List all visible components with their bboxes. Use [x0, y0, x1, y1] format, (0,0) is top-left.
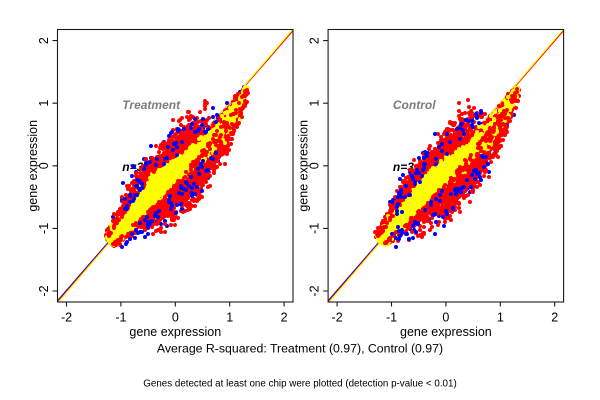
svg-text:2: 2: [37, 37, 51, 44]
svg-text:-2: -2: [308, 285, 322, 296]
svg-text:Treatment: Treatment: [122, 98, 181, 112]
svg-text:-1: -1: [308, 223, 322, 234]
svg-text:Control: Control: [393, 98, 436, 112]
svg-text:-1: -1: [386, 311, 397, 325]
svg-text:0: 0: [442, 311, 449, 325]
svg-text:1: 1: [37, 100, 51, 107]
svg-text:1: 1: [308, 100, 322, 107]
svg-text:gene expression: gene expression: [400, 325, 492, 339]
svg-text:-2: -2: [332, 311, 343, 325]
svg-text:2: 2: [281, 311, 288, 325]
svg-text:1: 1: [497, 311, 504, 325]
svg-text:-1: -1: [37, 223, 51, 234]
svg-text:2: 2: [308, 37, 322, 44]
svg-text:-1: -1: [115, 311, 126, 325]
svg-text:0: 0: [172, 311, 179, 325]
svg-text:0: 0: [37, 162, 51, 169]
svg-text:gene expression: gene expression: [297, 120, 311, 212]
svg-text:-2: -2: [37, 285, 51, 296]
svg-text:-2: -2: [61, 311, 72, 325]
svg-text:gene expression: gene expression: [26, 120, 40, 212]
svg-text:0: 0: [308, 162, 322, 169]
svg-text:1: 1: [226, 311, 233, 325]
svg-text:Average R-squared: Treatment (: Average R-squared: Treatment (0.97), Con…: [157, 342, 443, 356]
svg-text:gene expression: gene expression: [129, 325, 221, 339]
svg-text:Genes detected at least one ch: Genes detected at least one chip were pl…: [143, 378, 456, 389]
svg-text:2: 2: [551, 311, 558, 325]
